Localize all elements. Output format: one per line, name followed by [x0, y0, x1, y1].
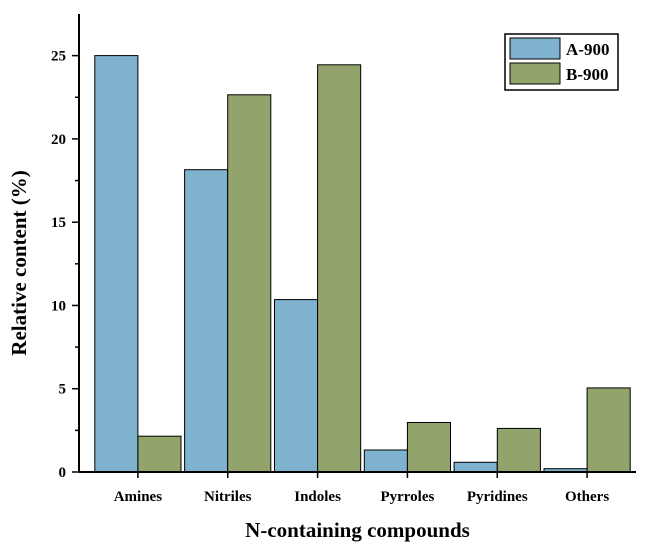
bar-a-900-indoles: [274, 299, 319, 473]
y-tick-label: 5: [59, 382, 67, 398]
bar-b-900-indoles: [317, 64, 362, 473]
x-tick-label-others: Others: [565, 489, 609, 505]
x-tick-label-pyrroles: Pyrroles: [380, 489, 434, 505]
bar-a-900-pyrroles: [363, 449, 408, 473]
y-tick-label: 20: [51, 132, 66, 148]
x-axis-title: N-containing compounds: [245, 518, 470, 542]
y-axis-title: Relative content (%): [7, 170, 31, 355]
bar-b-900-pyrroles: [406, 422, 451, 473]
y-ticks: 0 5 10 15 20 25: [51, 49, 79, 481]
y-tick-label: 15: [51, 215, 66, 231]
bar-b-900-amines: [137, 435, 182, 473]
bar-a-900-nitriles: [184, 169, 229, 473]
axes-layer: [78, 14, 636, 473]
x-tick-label-pyridines: Pyridines: [467, 489, 528, 505]
x-tick-label-amines: Amines: [114, 489, 162, 505]
bar-a-900-pyridines: [453, 461, 498, 473]
legend-swatch-b-900: [509, 62, 561, 85]
y-tick-label: 25: [51, 49, 66, 65]
x-ticks: Amines Nitriles Indoles Pyrroles Pyridines Ot…: [114, 472, 609, 505]
bar-a-900-amines: [94, 55, 139, 473]
bars-layer: [94, 55, 631, 473]
y-tick-label: 10: [51, 298, 66, 314]
legend-label-a-900: A-900: [566, 40, 609, 59]
legend-label-b-900: B-900: [566, 65, 609, 84]
bar-b-900-nitriles: [227, 94, 272, 473]
x-tick-label-nitriles: Nitriles: [204, 489, 252, 505]
bar-b-900-others: [586, 387, 631, 473]
bar-b-900-pyridines: [496, 427, 541, 473]
x-tick-label-indoles: Indoles: [294, 489, 341, 505]
legend-swatch-a-900: [509, 37, 561, 60]
legend: A-900 B-900: [504, 33, 619, 91]
y-tick-label: 0: [59, 465, 67, 481]
